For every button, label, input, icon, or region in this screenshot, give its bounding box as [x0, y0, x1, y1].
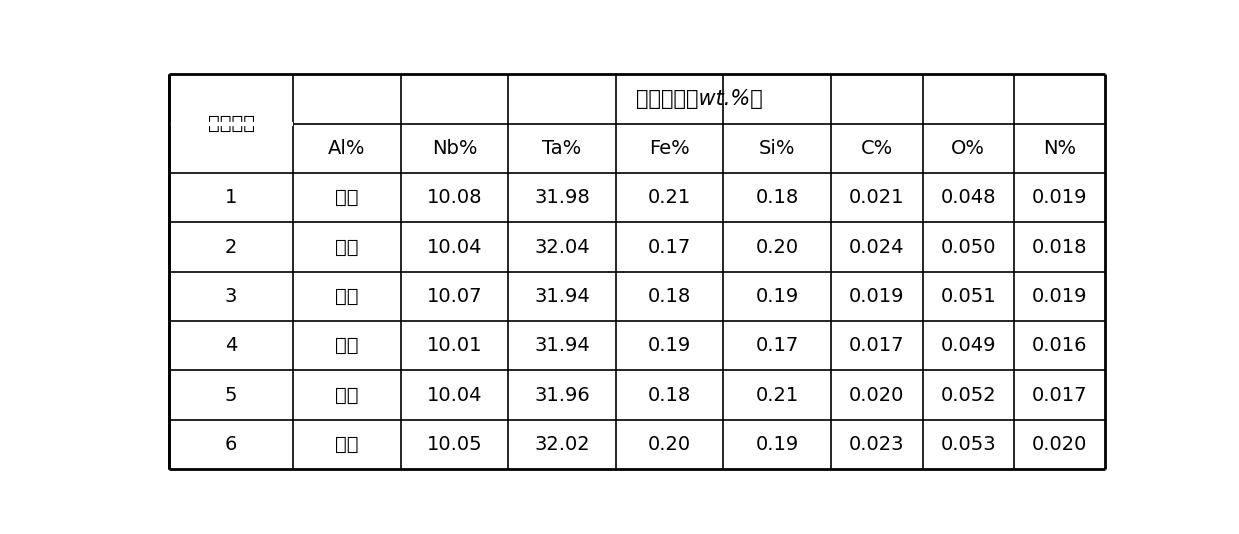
Text: 0.17: 0.17: [756, 336, 799, 355]
Text: 0.024: 0.024: [849, 238, 904, 256]
Text: 10.04: 10.04: [426, 386, 482, 405]
Text: 5: 5: [225, 386, 238, 405]
Text: 0.19: 0.19: [756, 435, 799, 454]
Text: 0.017: 0.017: [849, 336, 904, 355]
Text: 0.016: 0.016: [1032, 336, 1088, 355]
Text: 10.08: 10.08: [426, 188, 482, 207]
Text: 0.021: 0.021: [849, 188, 904, 207]
Text: 10.04: 10.04: [426, 238, 482, 256]
Text: C%: C%: [861, 139, 893, 158]
Text: 31.96: 31.96: [534, 386, 590, 405]
Text: 0.21: 0.21: [756, 386, 799, 405]
Text: 0.020: 0.020: [1032, 435, 1088, 454]
Text: 0.051: 0.051: [940, 287, 996, 306]
Text: 0.20: 0.20: [648, 435, 691, 454]
Text: 余量: 余量: [335, 386, 358, 405]
Text: Ta%: Ta%: [543, 139, 581, 158]
Text: 0.18: 0.18: [756, 188, 799, 207]
Text: 取点编号: 取点编号: [208, 114, 255, 133]
Text: 余量: 余量: [335, 188, 358, 207]
Text: 余量: 余量: [335, 287, 358, 306]
Text: 32.02: 32.02: [534, 435, 590, 454]
Text: 0.048: 0.048: [940, 188, 996, 207]
Text: 化学成分（wt.%）: 化学成分（wt.%）: [636, 89, 763, 109]
Text: 1: 1: [225, 188, 238, 207]
Text: 0.052: 0.052: [940, 386, 996, 405]
Text: 4: 4: [225, 336, 238, 355]
Text: 0.20: 0.20: [756, 238, 799, 256]
Text: 0.050: 0.050: [940, 238, 996, 256]
Text: 32.04: 32.04: [534, 238, 590, 256]
Text: 0.18: 0.18: [648, 386, 691, 405]
Text: 0.020: 0.020: [849, 386, 904, 405]
Text: 0.049: 0.049: [940, 336, 996, 355]
Text: 余量: 余量: [335, 238, 358, 256]
Text: 0.019: 0.019: [1032, 287, 1088, 306]
Text: Al%: Al%: [328, 139, 366, 158]
Text: 3: 3: [225, 287, 238, 306]
Text: Si%: Si%: [760, 139, 795, 158]
Text: 10.07: 10.07: [426, 287, 482, 306]
Text: 0.17: 0.17: [648, 238, 691, 256]
Text: 0.21: 0.21: [648, 188, 691, 207]
Text: 余量: 余量: [335, 336, 358, 355]
Text: Fe%: Fe%: [649, 139, 690, 158]
Text: 31.98: 31.98: [534, 188, 590, 207]
Text: 10.01: 10.01: [426, 336, 482, 355]
Text: 0.019: 0.019: [1032, 188, 1088, 207]
Text: Nb%: Nb%: [431, 139, 477, 158]
Text: O%: O%: [952, 139, 985, 158]
Text: 31.94: 31.94: [534, 287, 590, 306]
Text: 0.023: 0.023: [849, 435, 904, 454]
Text: 0.018: 0.018: [1032, 238, 1088, 256]
Text: 6: 6: [225, 435, 238, 454]
Text: 余量: 余量: [335, 435, 358, 454]
Text: 0.053: 0.053: [940, 435, 996, 454]
Text: 0.019: 0.019: [849, 287, 904, 306]
Text: 31.94: 31.94: [534, 336, 590, 355]
Text: N%: N%: [1043, 139, 1077, 158]
Text: 10.05: 10.05: [426, 435, 482, 454]
Text: 0.19: 0.19: [756, 287, 799, 306]
Text: 0.017: 0.017: [1032, 386, 1088, 405]
Text: 0.19: 0.19: [648, 336, 691, 355]
Text: 0.18: 0.18: [648, 287, 691, 306]
Text: 2: 2: [225, 238, 238, 256]
